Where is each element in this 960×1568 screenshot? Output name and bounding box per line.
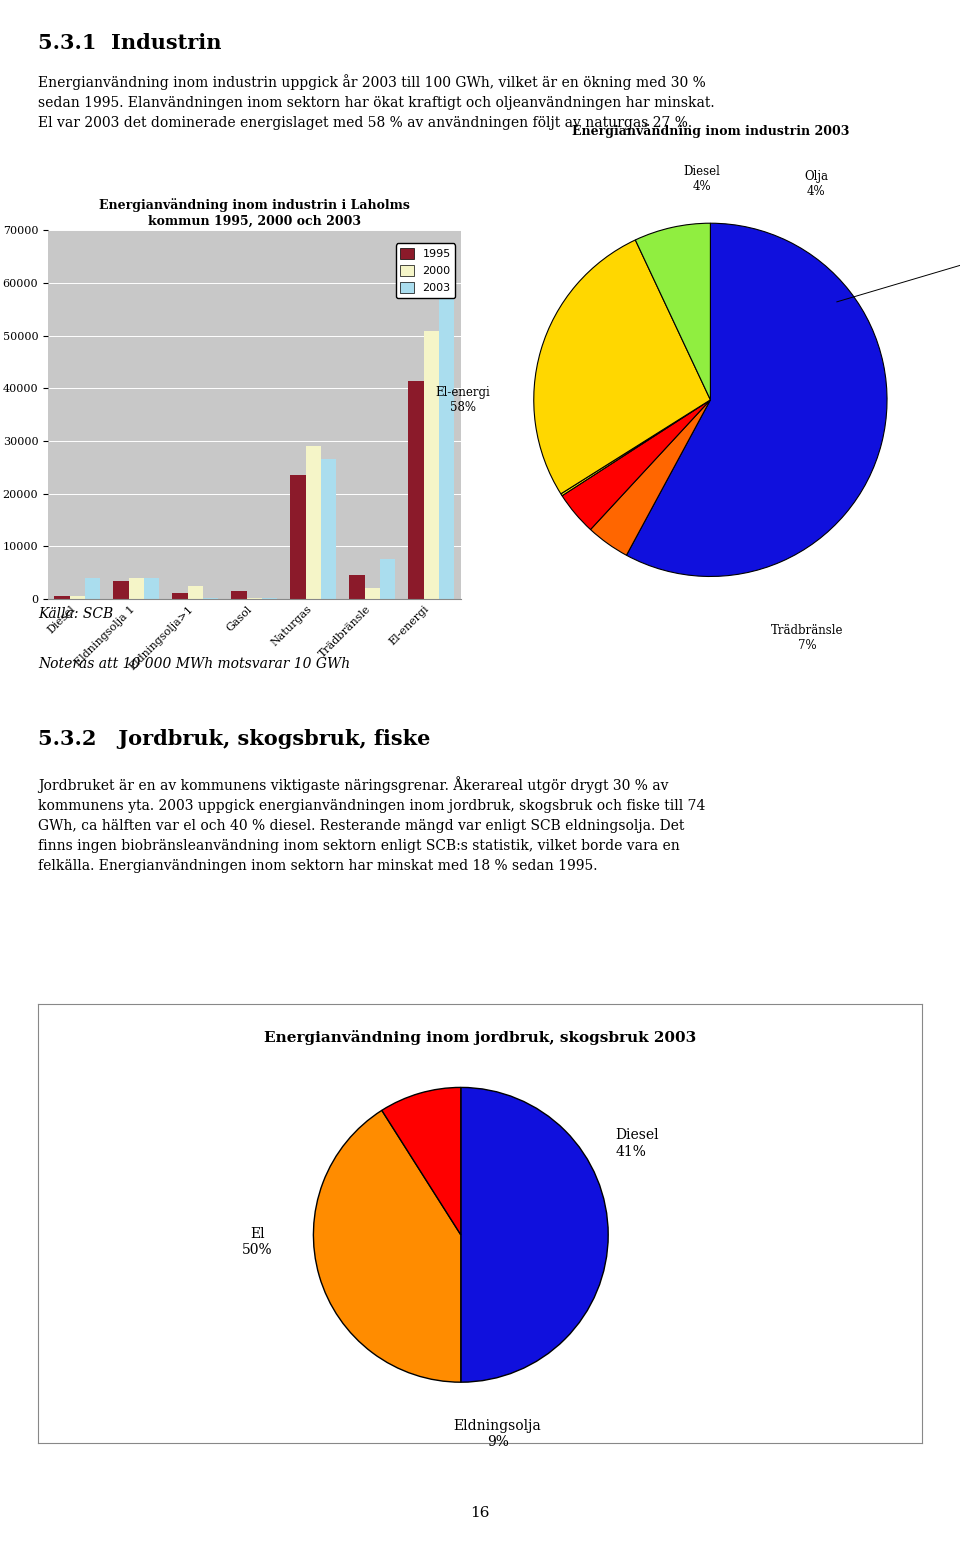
Text: Trädbränsle
7%: Trädbränsle 7% <box>771 624 844 652</box>
Legend: 1995, 2000, 2003: 1995, 2000, 2003 <box>396 243 455 298</box>
Text: 5.3.1  Industrin: 5.3.1 Industrin <box>38 33 222 53</box>
Title: Energianvändning inom industrin 2003: Energianvändning inom industrin 2003 <box>572 124 849 138</box>
Text: 16: 16 <box>470 1507 490 1519</box>
Wedge shape <box>534 240 710 494</box>
Wedge shape <box>561 400 710 495</box>
Wedge shape <box>382 1088 461 1236</box>
Bar <box>144 579 159 599</box>
Text: Gasol
0,2%: Gasol 0,2% <box>837 245 960 303</box>
Text: Energianvändning inom industrin uppgick år 2003 till 100 GWh, vilket är en öknin: Energianvändning inom industrin uppgick … <box>38 74 715 130</box>
Bar <box>231 591 247 599</box>
Bar <box>188 586 204 599</box>
Text: Diesel
41%: Diesel 41% <box>615 1129 660 1159</box>
Text: Diesel
4%: Diesel 4% <box>684 165 720 193</box>
Bar <box>129 579 144 599</box>
Text: El
50%: El 50% <box>242 1228 273 1258</box>
Wedge shape <box>461 1088 609 1383</box>
Title: Energianvändning inom industrin i Laholms
kommun 1995, 2000 och 2003: Energianvändning inom industrin i Laholm… <box>99 198 410 227</box>
Bar <box>85 579 101 599</box>
Bar <box>423 331 439 599</box>
Text: Eldningsolja
9%: Eldningsolja 9% <box>454 1419 541 1449</box>
Bar <box>55 596 70 599</box>
Bar <box>439 296 454 599</box>
Bar <box>349 575 365 599</box>
Text: Energianvändning inom jordbruk, skogsbruk 2003: Energianvändning inom jordbruk, skogsbru… <box>264 1030 696 1044</box>
Text: El-energi
58%: El-energi 58% <box>436 386 491 414</box>
Bar <box>290 475 305 599</box>
Wedge shape <box>562 400 710 530</box>
Text: 5.3.2   Jordbruk, skogsbruk, fiske: 5.3.2 Jordbruk, skogsbruk, fiske <box>38 729 431 748</box>
Wedge shape <box>636 223 710 400</box>
Bar <box>408 381 423 599</box>
Text: Källa: SCB: Källa: SCB <box>38 607 113 621</box>
Wedge shape <box>590 400 710 555</box>
Bar <box>70 596 85 599</box>
Bar <box>113 580 129 599</box>
Bar <box>380 560 396 599</box>
Text: Jordbruket är en av kommunens viktigaste näringsgrenar. Åkerareal utgör drygt 30: Jordbruket är en av kommunens viktigaste… <box>38 776 706 873</box>
Wedge shape <box>313 1110 461 1383</box>
Bar <box>173 593 188 599</box>
Bar <box>321 459 336 599</box>
Text: Noteras att 10 000 MWh motsvarar 10 GWh: Noteras att 10 000 MWh motsvarar 10 GWh <box>38 657 350 671</box>
Bar <box>305 447 321 599</box>
Bar <box>365 588 380 599</box>
Wedge shape <box>627 223 887 577</box>
Text: Olja
4%: Olja 4% <box>804 171 828 198</box>
